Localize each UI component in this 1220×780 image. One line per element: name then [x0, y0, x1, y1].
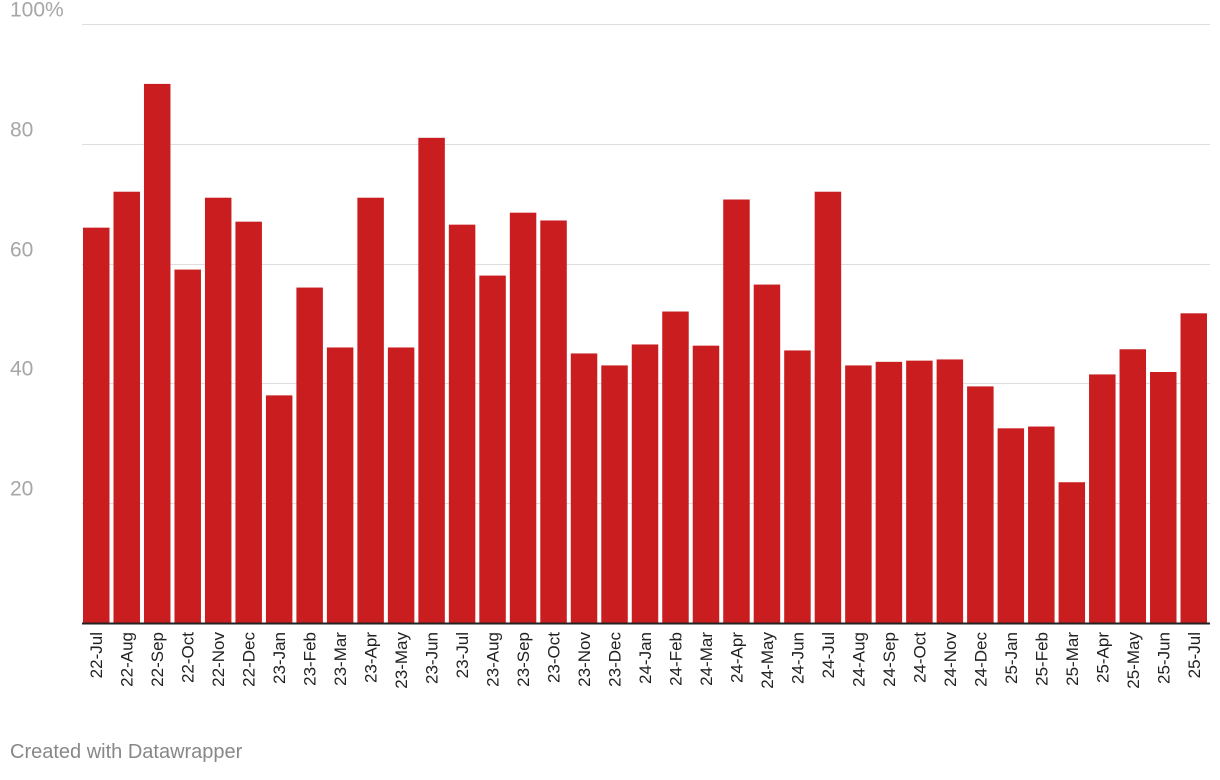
x-tick-label: 25-May — [1124, 632, 1143, 689]
bar-24-Oct — [906, 360, 933, 623]
x-tick-label: 24-Apr — [727, 632, 746, 683]
x-tick-label: 24-Dec — [971, 632, 990, 687]
bar-23-Apr — [357, 197, 384, 623]
x-tick-label: 24-Jun — [788, 632, 807, 684]
x-tick-label: 25-Feb — [1032, 632, 1051, 686]
bar-24-Apr — [723, 199, 750, 623]
x-tick-label: 23-Nov — [575, 632, 594, 687]
bars — [83, 83, 1207, 624]
bar-24-Nov — [936, 359, 964, 623]
x-tick-label: 23-Mar — [331, 632, 350, 686]
bar-22-Sep — [143, 83, 171, 623]
bar-23-Dec — [601, 365, 628, 623]
x-tick-label: 22-Sep — [148, 632, 167, 687]
bar-23-Jun — [418, 137, 445, 623]
bar-24-Jan — [631, 344, 659, 623]
x-tick-label: 24-Sep — [880, 632, 899, 687]
y-tick-label: 40 — [10, 358, 33, 381]
x-tick-label: 22-Oct — [179, 632, 198, 683]
bar-25-Jan — [997, 428, 1025, 623]
x-tick-label: 23-Jul — [453, 632, 472, 678]
x-tick-label: 23-Dec — [606, 632, 625, 687]
y-tick-label: 80 — [10, 119, 33, 142]
bar-22-Oct — [174, 269, 201, 623]
category-labels: 22-Jul 22-Aug 22-Sep 22-Oct 22-Nov 22-Dec 23-J… — [87, 632, 1204, 689]
x-tick-label: 24-Aug — [849, 632, 868, 687]
y-tick-label: 60 — [10, 239, 33, 262]
bar-23-Oct — [540, 220, 567, 623]
bar-22-Aug — [113, 191, 140, 623]
x-tick-label: 22-Aug — [118, 632, 137, 687]
x-tick-label: 23-Oct — [545, 632, 564, 683]
x-tick-label: 22-Jul — [87, 632, 106, 678]
bar-25-Jun — [1150, 372, 1177, 623]
y-tick-label: 20 — [10, 478, 33, 501]
x-tick-label: 24-Mar — [697, 632, 716, 686]
y-tick-label: 100% — [10, 0, 64, 22]
x-tick-label: 25-Jun — [1154, 632, 1173, 684]
x-tick-label: 23-Apr — [362, 632, 381, 683]
x-tick-label: 24-Feb — [666, 632, 685, 686]
credit-text: Created with Datawrapper — [10, 741, 243, 763]
x-tick-label: 22-Dec — [240, 632, 259, 687]
x-tick-label: 24-Jan — [636, 632, 655, 684]
x-tick-label: 25-Jan — [1002, 632, 1021, 684]
bar-25-May — [1119, 349, 1147, 623]
bar-23-Jan — [265, 395, 293, 623]
bar-22-Dec — [235, 221, 262, 624]
bar-23-Jul — [448, 224, 476, 623]
x-tick-label: 23-May — [392, 632, 411, 689]
x-tick-label: 24-Nov — [941, 632, 960, 687]
x-tick-label: 23-Jan — [270, 632, 289, 684]
bar-24-Feb — [662, 311, 689, 623]
bar-24-Sep — [875, 361, 903, 623]
bar-22-Jul — [83, 227, 110, 623]
x-tick-label: 25-Apr — [1093, 632, 1112, 683]
x-tick-label: 23-Jun — [423, 632, 442, 684]
bar-24-May — [753, 284, 781, 623]
x-tick-label: 23-Sep — [514, 632, 533, 687]
x-tick-label: 24-Jul — [819, 632, 838, 678]
bar-25-Mar — [1058, 482, 1086, 623]
bar-24-Jun — [784, 350, 811, 623]
bar-23-Mar — [326, 347, 354, 623]
x-tick-label: 23-Aug — [484, 632, 503, 687]
bar-23-May — [387, 347, 415, 623]
bar-23-Feb — [296, 287, 323, 623]
bar-23-Sep — [509, 212, 537, 623]
bar-24-Jul — [814, 191, 842, 623]
bar-24-Mar — [692, 345, 720, 623]
x-tick-label: 25-Jul — [1185, 632, 1204, 678]
x-tick-label: 22-Nov — [209, 632, 228, 687]
bar-23-Aug — [479, 275, 506, 623]
bar-22-Nov — [204, 197, 232, 623]
bar-24-Aug — [845, 365, 872, 623]
x-tick-label: 24-May — [758, 632, 777, 689]
x-tick-label: 24-Oct — [910, 632, 929, 683]
bar-25-Jul — [1180, 313, 1207, 623]
bar-24-Dec — [967, 386, 994, 623]
bar-25-Apr — [1089, 374, 1116, 623]
x-tick-label: 23-Feb — [301, 632, 320, 686]
x-tick-label: 25-Mar — [1063, 632, 1082, 686]
bar-25-Feb — [1028, 426, 1055, 623]
bar-23-Nov — [570, 353, 598, 623]
